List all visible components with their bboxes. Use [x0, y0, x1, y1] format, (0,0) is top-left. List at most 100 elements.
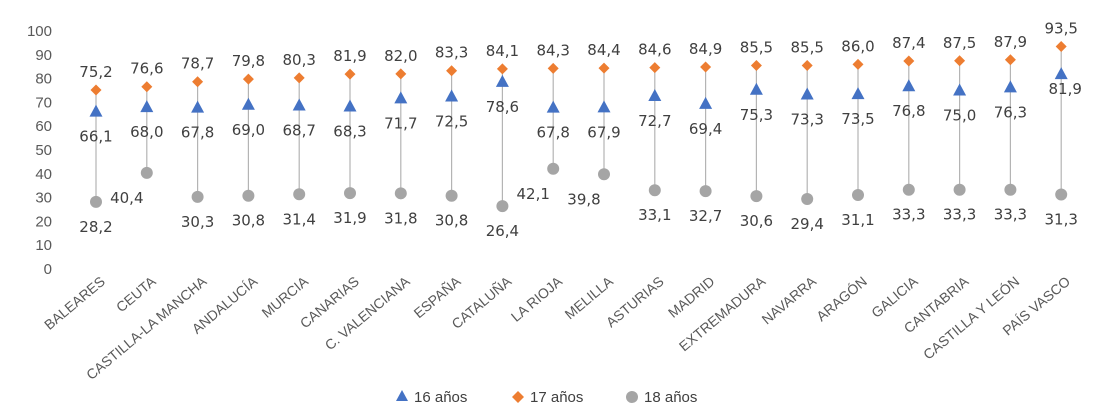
marker-18-años	[1055, 188, 1068, 201]
marker-16-años	[902, 79, 916, 92]
data-label-18: 42,1	[516, 185, 549, 203]
marker-18-años	[598, 168, 610, 181]
data-label-16: 72,7	[638, 112, 671, 130]
marker-16-años	[953, 83, 967, 96]
x-category-label: C. VALENCIANA	[322, 273, 414, 354]
data-label-18: 33,3	[892, 206, 925, 224]
marker-16-años	[495, 74, 509, 87]
x-category-label: CASTILLA Y LEÓN	[920, 273, 1022, 362]
marker-16-años	[140, 100, 154, 113]
marker-17-años	[750, 60, 762, 72]
marker-18-años	[547, 162, 560, 175]
data-label-17: 80,3	[282, 51, 315, 69]
marker-18-años	[1004, 183, 1017, 196]
y-tick-label: 60	[35, 118, 52, 135]
data-label-18: 31,8	[384, 209, 417, 227]
y-tick-label: 70	[35, 94, 52, 111]
marker-18-años	[293, 188, 306, 201]
data-label-17: 81,9	[333, 47, 366, 65]
legend-item: 18 años	[626, 389, 697, 406]
marker-18-años	[90, 195, 102, 208]
data-label-16: 69,0	[232, 121, 265, 139]
data-label-17: 82,0	[384, 47, 417, 65]
data-label-17: 93,5	[1044, 19, 1077, 37]
marker-16-años	[241, 97, 255, 110]
marker-16-años	[546, 100, 560, 113]
x-category-label: ARAGÓN	[813, 273, 870, 324]
y-tick-label: 100	[27, 23, 52, 40]
data-label-18: 30,8	[232, 212, 265, 230]
y-tick-label: 0	[44, 261, 52, 278]
data-label-17: 87,5	[943, 34, 976, 52]
marker-18-años	[699, 185, 712, 198]
marker-16-años	[191, 100, 205, 113]
data-label-18: 30,6	[740, 212, 773, 230]
y-axis: 0 10 20 30 40 50 60 70 80 90 100	[27, 23, 52, 278]
marker-16-años	[89, 104, 103, 117]
data-label-17: 84,6	[638, 41, 671, 59]
marker-18-años	[242, 189, 255, 202]
marker-17-años	[801, 60, 813, 72]
marker-16-años	[1003, 80, 1017, 93]
marker-18-años	[496, 200, 509, 213]
marker-17-años	[90, 84, 102, 96]
data-label-17: 83,3	[435, 44, 468, 62]
y-tick-label: 30	[35, 190, 52, 207]
legend-marker	[626, 391, 638, 403]
y-tick-label: 40	[35, 166, 52, 183]
data-label-16: 67,8	[181, 124, 214, 142]
marker-17-años	[649, 62, 661, 74]
data-label-18: 32,7	[689, 207, 722, 225]
marker-17-años	[293, 72, 305, 84]
data-label-17: 75,2	[79, 63, 112, 81]
marker-18-años	[801, 193, 814, 206]
marker-16-años	[749, 82, 763, 95]
data-label-16: 73,5	[841, 110, 874, 128]
marker-17-años	[547, 62, 559, 74]
legend-marker	[396, 390, 408, 401]
marker-18-años	[394, 187, 407, 200]
marker-16-años	[800, 87, 814, 100]
marker-16-años	[699, 96, 713, 109]
y-tick-label: 20	[35, 213, 52, 230]
marker-16-años	[292, 98, 306, 111]
legend-marker	[512, 391, 524, 403]
y-tick-label: 50	[35, 142, 52, 159]
data-label-16: 78,6	[486, 98, 519, 116]
marker-17-años	[446, 65, 458, 77]
marker-18-años	[445, 189, 458, 202]
data-label-17: 84,9	[689, 40, 722, 58]
marker-16-años	[1054, 67, 1068, 80]
data-label-16: 68,3	[333, 122, 366, 140]
marker-16-años	[343, 99, 357, 112]
y-tick-label: 10	[35, 237, 52, 254]
data-label-18: 33,3	[994, 206, 1027, 224]
data-label-18: 30,8	[435, 212, 468, 230]
marker-17-años	[1004, 54, 1016, 66]
marker-17-años	[700, 61, 712, 73]
marker-16-años	[445, 89, 459, 102]
marker-17-años	[395, 68, 407, 80]
data-label-16: 71,7	[384, 114, 417, 132]
marker-17-años	[954, 55, 966, 67]
legend-label: 16 años	[414, 389, 467, 406]
marker-16-años	[648, 88, 662, 101]
data-label-16: 69,4	[689, 120, 722, 138]
marker-17-años	[496, 63, 508, 75]
marker-17-años	[192, 76, 204, 88]
x-category-label: BALEARES	[41, 273, 108, 333]
data-label-18: 26,4	[486, 222, 519, 240]
data-label-18: 31,9	[333, 209, 366, 227]
data-label-16: 72,5	[435, 112, 468, 130]
data-label-16: 76,3	[994, 103, 1027, 121]
marker-16-años	[851, 87, 865, 100]
x-category-label: CEUTA	[113, 273, 159, 316]
data-label-18: 31,4	[282, 210, 315, 228]
data-label-18: 33,3	[943, 206, 976, 224]
data-label-17: 86,0	[841, 37, 874, 55]
data-label-18: 30,3	[181, 213, 214, 231]
marker-17-años	[344, 68, 356, 80]
legend-item: 16 años	[396, 389, 467, 406]
legend-item: 17 años	[512, 389, 583, 406]
